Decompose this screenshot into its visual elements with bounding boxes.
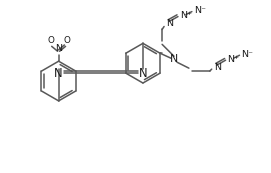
Text: N: N	[166, 19, 173, 28]
Text: O: O	[47, 36, 54, 45]
Text: N⁺: N⁺	[180, 11, 192, 20]
Text: N: N	[214, 63, 221, 72]
Text: N⁺: N⁺	[228, 55, 240, 64]
Text: N: N	[55, 44, 62, 53]
Text: N: N	[54, 67, 63, 80]
Text: N⁻: N⁻	[241, 50, 253, 59]
Text: N: N	[139, 67, 147, 80]
Text: N⁻: N⁻	[194, 6, 206, 15]
Text: O: O	[63, 36, 70, 45]
Text: N: N	[170, 54, 178, 64]
